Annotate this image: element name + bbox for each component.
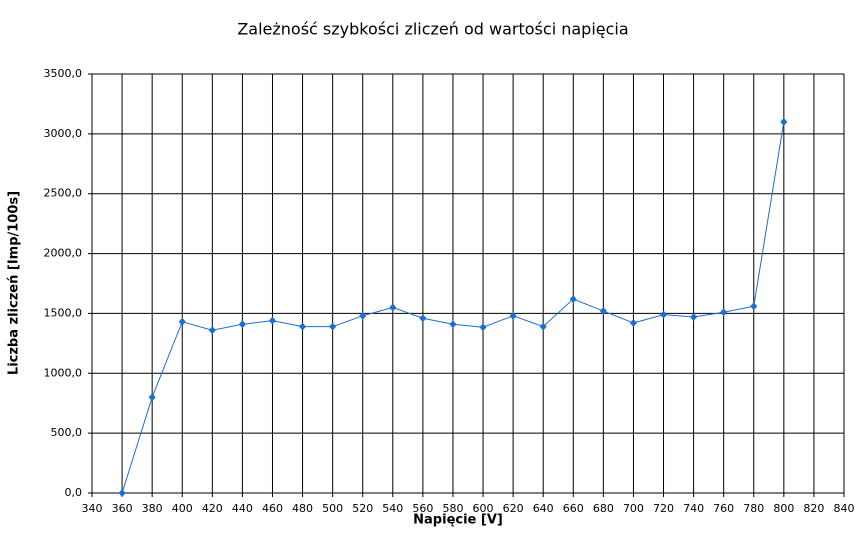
point [599,307,607,316]
y-tick-label: 2000,0 [44,247,83,260]
x-tick-label: 760 [713,502,734,515]
point [268,316,276,325]
y-tick-label: 0,0 [65,486,83,499]
x-tick-label: 460 [262,502,283,515]
point [299,322,307,331]
point [569,295,577,304]
x-tick-label: 620 [503,502,524,515]
point [509,311,517,320]
point [539,322,547,331]
point [629,319,637,328]
point [359,311,367,320]
x-tick-label: 800 [773,502,794,515]
point [208,326,216,335]
y-tick-label: 1500,0 [44,306,83,319]
y-tick-label: 1000,0 [44,366,83,379]
x-tick-label: 640 [533,502,554,515]
y-tick-label: 2500,0 [44,187,83,200]
x-tick-label: 720 [653,502,674,515]
point [660,310,668,319]
x-tick-label: 440 [232,502,253,515]
x-tick-label: 700 [623,502,644,515]
x-tick-label: 520 [352,502,373,515]
point [479,323,487,332]
point [750,302,758,311]
x-tick-label: 780 [743,502,764,515]
point [449,320,457,329]
point [238,320,246,329]
x-tick-label: 540 [382,502,403,515]
point [780,117,788,126]
point [178,317,186,326]
point [419,314,427,323]
x-tick-label: 820 [803,502,824,515]
point [329,322,337,331]
point [690,313,698,322]
point [118,489,126,497]
x-tick-label: 380 [142,502,163,515]
x-tick-label: 400 [172,502,193,515]
y-tick-label: 3500,0 [44,67,83,80]
point [389,303,397,312]
x-tick-label: 480 [292,502,313,515]
x-tick-label: 560 [412,502,433,515]
x-tick-label: 580 [442,502,463,515]
y-tick-label: 3000,0 [44,127,83,140]
y-axis-label: Liczba zliczeń [Imp/100s] [7,191,22,375]
x-tick-label: 840 [834,502,855,515]
y-tick-label: 500,0 [51,426,83,439]
x-tick-label: 500 [322,502,343,515]
x-tick-label: 360 [112,502,133,515]
x-tick-label: 680 [593,502,614,515]
x-tick-label: 600 [473,502,494,515]
x-axis-label: Napięcie [V] [413,513,503,528]
point [148,393,156,402]
x-tick-label: 340 [82,502,103,515]
chart-title: Zależność szybkości zliczeń od wartości … [237,20,628,39]
x-tick-label: 660 [563,502,584,515]
x-tick-label: 740 [683,502,704,515]
point [720,308,728,317]
x-tick-label: 420 [202,502,223,515]
